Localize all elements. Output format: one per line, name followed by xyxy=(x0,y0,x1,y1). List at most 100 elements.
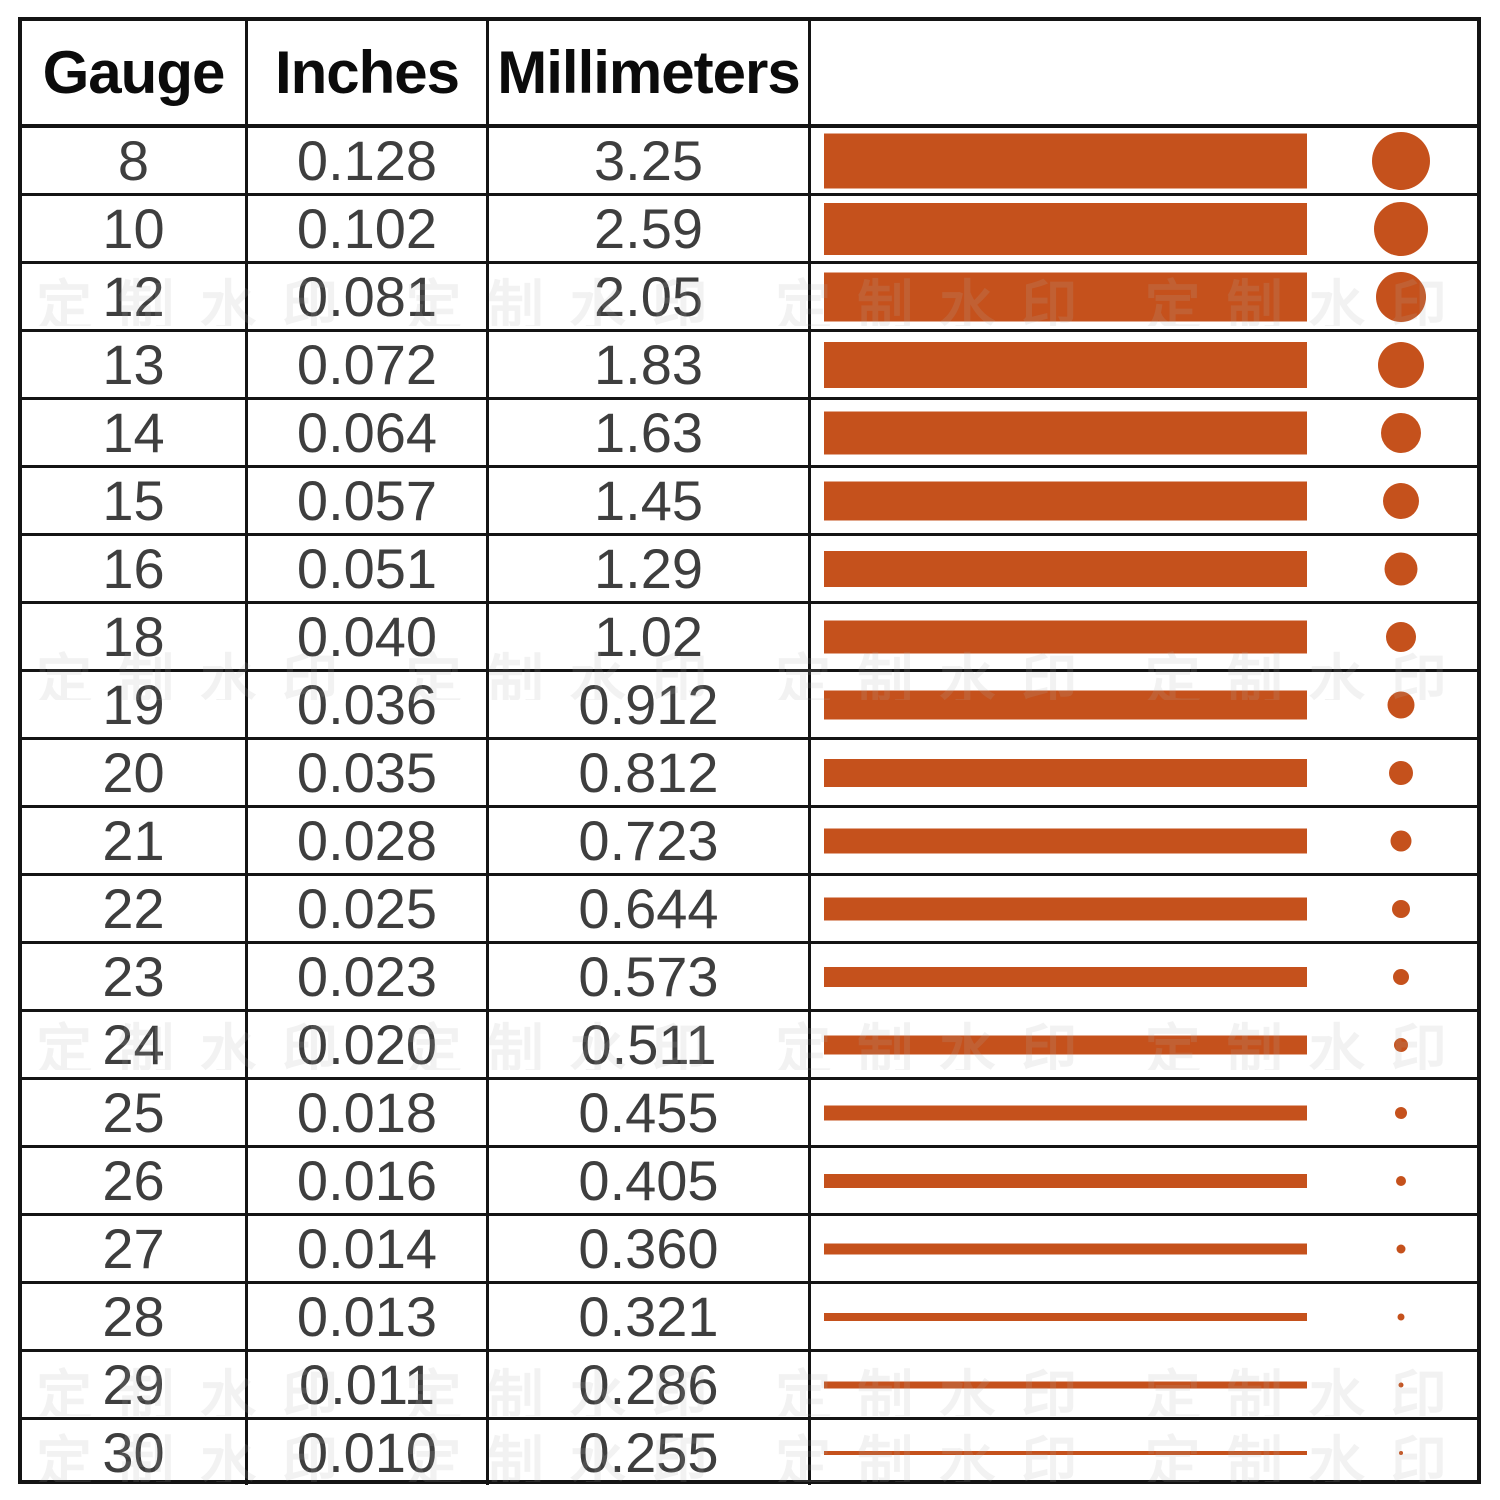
mm-cell: 0.255 xyxy=(489,1420,811,1485)
inches-cell: 0.011 xyxy=(248,1352,489,1417)
table-body: 8 0.128 3.25 10 0.102 2.59 12 0.081 2.05… xyxy=(22,128,1477,1485)
mm-cell: 2.59 xyxy=(489,196,811,261)
wire-visual-cell xyxy=(811,1352,1477,1417)
mm-cell: 0.723 xyxy=(489,808,811,873)
wire-side-bar xyxy=(824,133,1307,188)
inches-cell: 0.020 xyxy=(248,1012,489,1077)
wire-visual-cell xyxy=(811,740,1477,805)
wire-cross-section-dot xyxy=(1372,131,1430,190)
inches-cell: 0.023 xyxy=(248,944,489,1009)
wire-cross-section-dot xyxy=(1395,1106,1407,1119)
table-row: 20 0.035 0.812 xyxy=(22,740,1477,808)
table-row: 22 0.025 0.644 xyxy=(22,876,1477,944)
wire-cross-section-dot xyxy=(1386,621,1416,652)
wire-cross-section-dot xyxy=(1389,760,1413,785)
table-row: 14 0.064 1.63 xyxy=(22,400,1477,468)
table-row: 18 0.040 1.02 xyxy=(22,604,1477,672)
mm-cell: 0.455 xyxy=(489,1080,811,1145)
inches-cell: 0.010 xyxy=(248,1420,489,1485)
inches-cell: 0.036 xyxy=(248,672,489,737)
table-row: 19 0.036 0.912 xyxy=(22,672,1477,740)
wire-cross-section-dot xyxy=(1383,482,1419,519)
wire-visual-cell xyxy=(811,468,1477,533)
gauge-cell: 25 xyxy=(22,1080,248,1145)
wire-visual-cell xyxy=(811,944,1477,1009)
mm-cell: 0.573 xyxy=(489,944,811,1009)
wire-cross-section-dot xyxy=(1396,1244,1406,1253)
table-row: 28 0.013 0.321 xyxy=(22,1284,1477,1352)
wire-visual-cell xyxy=(811,1080,1477,1145)
wire-cross-section-dot xyxy=(1393,968,1409,985)
wire-cross-section-dot xyxy=(1378,341,1424,388)
gauge-cell: 13 xyxy=(22,332,248,397)
wire-visual-cell xyxy=(811,536,1477,601)
inches-cell: 0.014 xyxy=(248,1216,489,1281)
mm-cell: 0.912 xyxy=(489,672,811,737)
mm-cell: 0.405 xyxy=(489,1148,811,1213)
gauge-cell: 22 xyxy=(22,876,248,941)
mm-cell: 0.812 xyxy=(489,740,811,805)
inches-cell: 0.028 xyxy=(248,808,489,873)
wire-cross-section-dot xyxy=(1397,1313,1405,1320)
mm-cell: 0.360 xyxy=(489,1216,811,1281)
table-row: 8 0.128 3.25 xyxy=(22,128,1477,196)
table-row: 15 0.057 1.45 xyxy=(22,468,1477,536)
wire-visual-cell xyxy=(811,400,1477,465)
mm-cell: 1.29 xyxy=(489,536,811,601)
mm-cell: 1.45 xyxy=(489,468,811,533)
wire-side-bar xyxy=(824,1173,1307,1188)
wire-side-bar xyxy=(824,550,1307,587)
inches-cell: 0.072 xyxy=(248,332,489,397)
table-row: 26 0.016 0.405 xyxy=(22,1148,1477,1216)
table-row: 12 0.081 2.05 xyxy=(22,264,1477,332)
header-visual-spacer xyxy=(811,21,1477,124)
inches-cell: 0.057 xyxy=(248,468,489,533)
mm-cell: 2.05 xyxy=(489,264,811,329)
gauge-cell: 15 xyxy=(22,468,248,533)
gauge-cell: 19 xyxy=(22,672,248,737)
inches-cell: 0.128 xyxy=(248,128,489,193)
wire-visual-cell xyxy=(811,604,1477,669)
wire-visual-cell xyxy=(811,876,1477,941)
wire-cross-section-dot xyxy=(1381,412,1421,453)
wire-side-bar xyxy=(824,1105,1307,1120)
table-row: 25 0.018 0.455 xyxy=(22,1080,1477,1148)
mm-cell: 1.83 xyxy=(489,332,811,397)
wire-side-bar xyxy=(824,202,1307,255)
wire-cross-section-dot xyxy=(1387,691,1415,718)
mm-cell: 0.644 xyxy=(489,876,811,941)
wire-cross-section-dot xyxy=(1398,1382,1404,1387)
inches-cell: 0.040 xyxy=(248,604,489,669)
wire-side-bar xyxy=(824,966,1307,987)
mm-cell: 0.511 xyxy=(489,1012,811,1077)
wire-side-bar xyxy=(824,1312,1307,1321)
wire-visual-cell xyxy=(811,128,1477,193)
wire-visual-cell xyxy=(811,808,1477,873)
inches-cell: 0.013 xyxy=(248,1284,489,1349)
table-row: 23 0.023 0.573 xyxy=(22,944,1477,1012)
wire-visual-cell xyxy=(811,1012,1477,1077)
inches-cell: 0.081 xyxy=(248,264,489,329)
header-inches: Inches xyxy=(248,21,489,124)
gauge-cell: 30 xyxy=(22,1420,248,1485)
wire-cross-section-dot xyxy=(1396,1175,1406,1186)
table-row: 30 0.010 0.255 xyxy=(22,1420,1477,1485)
gauge-cell: 14 xyxy=(22,400,248,465)
gauge-cell: 23 xyxy=(22,944,248,1009)
wire-side-bar xyxy=(824,897,1307,920)
mm-cell: 1.02 xyxy=(489,604,811,669)
header-millimeters: Millimeters xyxy=(489,21,811,124)
wire-side-bar xyxy=(824,620,1307,653)
gauge-cell: 16 xyxy=(22,536,248,601)
mm-cell: 0.321 xyxy=(489,1284,811,1349)
wire-side-bar xyxy=(824,481,1307,520)
inches-cell: 0.102 xyxy=(248,196,489,261)
gauge-cell: 24 xyxy=(22,1012,248,1077)
inches-cell: 0.051 xyxy=(248,536,489,601)
wire-side-bar xyxy=(824,272,1307,321)
wire-cross-section-dot xyxy=(1392,899,1410,918)
table-row: 21 0.028 0.723 xyxy=(22,808,1477,876)
wire-cross-section-dot xyxy=(1384,552,1418,585)
wire-side-bar xyxy=(824,690,1307,719)
gauge-cell: 21 xyxy=(22,808,248,873)
